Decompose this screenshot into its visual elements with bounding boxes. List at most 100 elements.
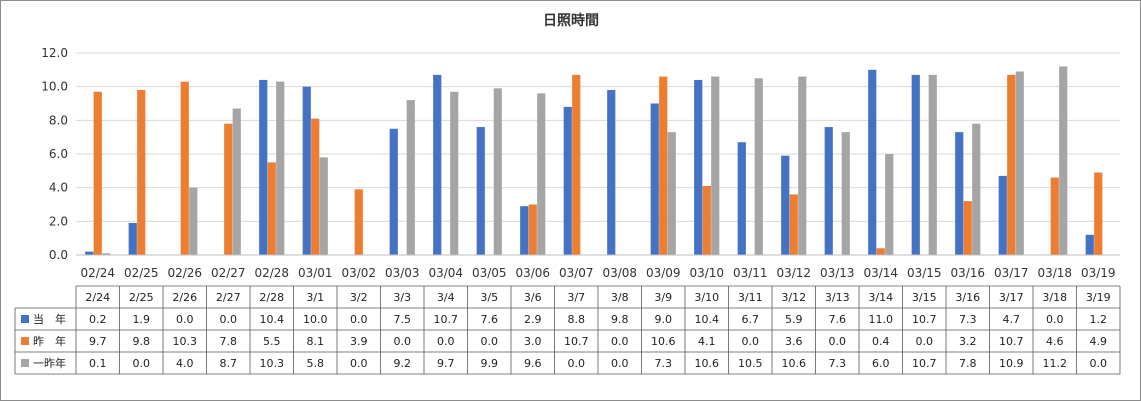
table-value-cell: 0.1	[89, 357, 107, 370]
bar	[302, 86, 311, 256]
table-value-cell: 9.9	[481, 357, 499, 370]
bar	[406, 100, 415, 255]
table-value-cell: 10.7	[564, 335, 589, 348]
table-value-cell: 7.6	[481, 313, 499, 326]
table-value-cell: 10.7	[912, 313, 937, 326]
bar	[659, 76, 668, 255]
bar	[885, 154, 894, 255]
table-value-cell: 2.9	[524, 313, 542, 326]
bar	[267, 162, 276, 255]
bar	[354, 189, 363, 255]
table-value-cell: 9.7	[437, 357, 455, 370]
bar	[694, 79, 703, 255]
bar	[702, 185, 711, 255]
bar	[1007, 74, 1016, 255]
y-tick-label: 0.0	[49, 248, 68, 262]
table-value-cell: 9.2	[394, 357, 412, 370]
table-header-cell: 3/16	[955, 291, 980, 304]
y-tick-label: 4.0	[49, 181, 68, 195]
table-header-cell: 3/5	[480, 291, 498, 304]
x-tick-label: 03/12	[776, 266, 811, 280]
table-value-cell: 3.0	[524, 335, 542, 348]
bar	[667, 132, 676, 255]
table-value-cell: 4.6	[1046, 335, 1064, 348]
table-header-cell: 3/6	[524, 291, 542, 304]
table-value-cell: 0.0	[481, 335, 499, 348]
table-value-cell: 0.0	[829, 335, 847, 348]
table-value-cell: 8.7	[220, 357, 238, 370]
table-value-cell: 4.0	[176, 357, 194, 370]
table-value-cell: 5.9	[785, 313, 803, 326]
x-tick-label: 03/02	[341, 266, 376, 280]
table-value-cell: 0.0	[1090, 357, 1108, 370]
x-tick-label: 03/19	[1081, 266, 1116, 280]
table-value-cell: 0.0	[394, 335, 412, 348]
bar	[189, 187, 198, 255]
x-tick-label: 02/27	[211, 266, 246, 280]
bar	[93, 91, 102, 255]
bar	[789, 194, 798, 255]
table-value-cell: 0.0	[916, 335, 934, 348]
table-value-cell: 1.9	[133, 313, 151, 326]
y-tick-label: 8.0	[49, 113, 68, 127]
table-value-cell: 9.8	[133, 335, 151, 348]
table-value-cell: 1.2	[1090, 313, 1108, 326]
bar	[711, 76, 720, 255]
table-header-cell: 2/24	[85, 291, 110, 304]
table-value-cell: 7.6	[829, 313, 847, 326]
bar	[493, 88, 502, 255]
table-header-cell: 3/17	[999, 291, 1024, 304]
bar	[737, 142, 746, 255]
x-tick-label: 03/15	[907, 266, 942, 280]
table-value-cell: 0.0	[350, 313, 368, 326]
table-value-cell: 6.0	[872, 357, 890, 370]
legend-swatch	[21, 359, 29, 367]
x-tick-label: 03/14	[863, 266, 898, 280]
table-value-cell: 10.6	[651, 335, 676, 348]
x-tick-label: 03/11	[733, 266, 768, 280]
x-tick-label: 03/09	[646, 266, 681, 280]
table-value-cell: 8.8	[568, 313, 586, 326]
table-value-cell: 0.4	[872, 335, 890, 348]
table-value-cell: 0.0	[1046, 313, 1064, 326]
table-header-cell: 3/15	[912, 291, 937, 304]
bar	[841, 132, 850, 255]
table-value-cell: 11.2	[1043, 357, 1068, 370]
table-value-cell: 4.1	[698, 335, 716, 348]
bar	[798, 76, 807, 255]
table-value-cell: 10.4	[260, 313, 285, 326]
table-value-cell: 0.0	[611, 335, 629, 348]
legend-swatch	[21, 315, 29, 323]
table-header-cell: 2/27	[216, 291, 241, 304]
bar	[754, 78, 763, 255]
bar	[1059, 66, 1068, 255]
bar	[572, 74, 581, 255]
bar	[955, 132, 964, 255]
bar	[476, 127, 485, 255]
table-value-cell: 9.6	[524, 357, 542, 370]
table-value-cell: 0.0	[437, 335, 455, 348]
bar	[311, 118, 320, 256]
bar	[528, 204, 537, 255]
bar	[824, 127, 833, 255]
table-header-cell: 3/7	[567, 291, 585, 304]
x-tick-label: 03/16	[950, 266, 985, 280]
table-value-cell: 0.0	[611, 357, 629, 370]
y-tick-label: 12.0	[41, 46, 68, 60]
bar	[563, 106, 572, 255]
table-value-cell: 5.5	[263, 335, 281, 348]
table-header-cell: 3/14	[868, 291, 893, 304]
x-tick-label: 03/03	[385, 266, 420, 280]
bar	[276, 81, 285, 255]
bar	[998, 175, 1007, 255]
bar	[180, 81, 189, 255]
x-tick-label: 03/08	[602, 266, 637, 280]
table-value-cell: 7.3	[959, 313, 977, 326]
table-value-cell: 0.0	[220, 313, 238, 326]
table-header-cell: 3/19	[1086, 291, 1111, 304]
table-value-cell: 11.0	[869, 313, 894, 326]
bar	[963, 201, 972, 255]
bar	[1094, 172, 1103, 255]
bar	[607, 90, 616, 256]
